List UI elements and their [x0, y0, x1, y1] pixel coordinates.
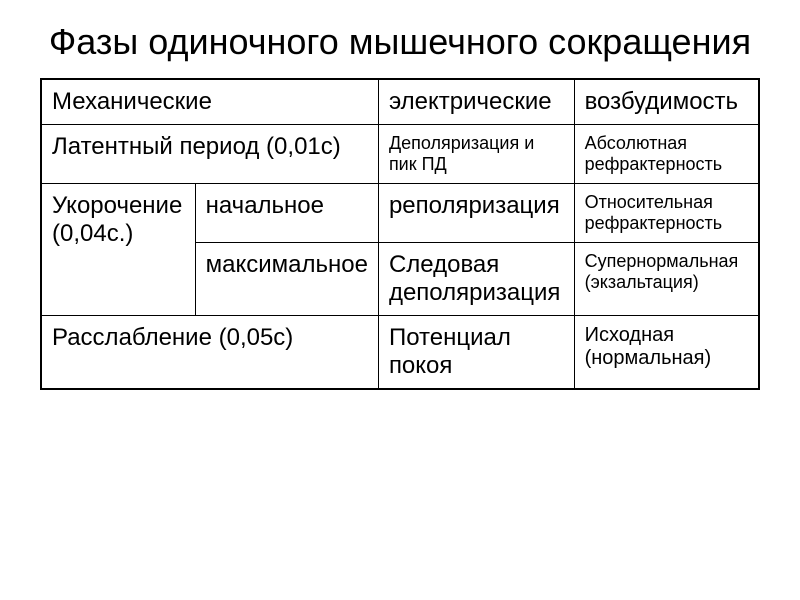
relaxation-mechanical: Расслабление (0,05с): [41, 316, 378, 390]
shortening-initial-sublabel: начальное: [195, 184, 378, 243]
table-row-relaxation: Расслабление (0,05с) Потенциал покоя Исх…: [41, 316, 759, 390]
shortening-maximal-electrical: Следовая деполяризация: [378, 243, 574, 316]
latent-electrical: Деполяризация и пик ПД: [378, 125, 574, 184]
shortening-maximal-sublabel: максимальное: [195, 243, 378, 316]
shortening-mechanical: Укорочение (0,04с.): [41, 184, 195, 316]
header-excitability: возбудимость: [574, 79, 759, 125]
relaxation-excitability: Исходная (нормальная): [574, 316, 759, 390]
latent-excitability: Абсолютная рефрактерность: [574, 125, 759, 184]
table-header-row: Механические электрические возбудимость: [41, 79, 759, 125]
relaxation-electrical: Потенциал покоя: [378, 316, 574, 390]
phases-table: Механические электрические возбудимость …: [40, 78, 760, 390]
table-row-shortening-initial: Укорочение (0,04с.) начальное реполяриза…: [41, 184, 759, 243]
page-title: Фазы одиночного мышечного сокращения: [40, 20, 760, 63]
shortening-initial-electrical: реполяризация: [378, 184, 574, 243]
header-mechanical: Механические: [41, 79, 378, 125]
shortening-initial-excitability: Относительная рефрактерность: [574, 184, 759, 243]
header-electrical: электрические: [378, 79, 574, 125]
table-row-latent: Латентный период (0,01с) Деполяризация и…: [41, 125, 759, 184]
latent-mechanical: Латентный период (0,01с): [41, 125, 378, 184]
shortening-maximal-excitability: Супернормальная (экзальтация): [574, 243, 759, 316]
